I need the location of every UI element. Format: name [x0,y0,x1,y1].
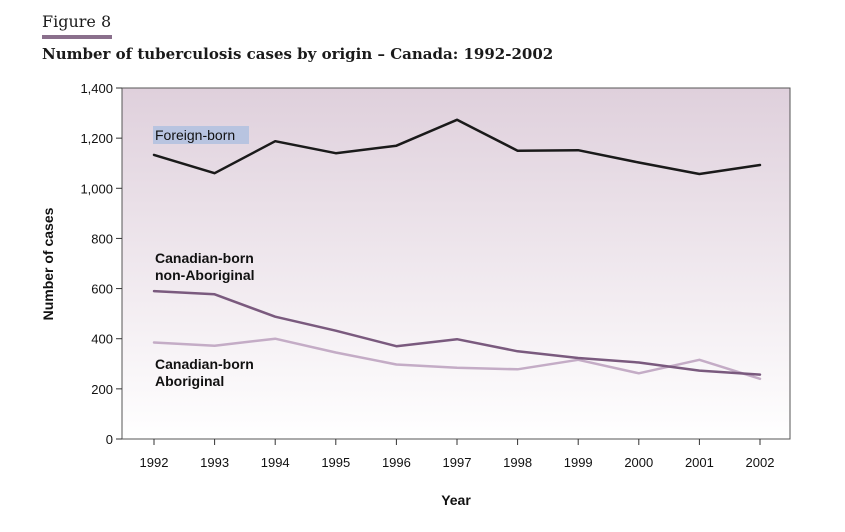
y-tick-label: 1,000 [80,181,113,196]
figure-title: Number of tuberculosis cases by origin –… [42,45,554,63]
x-tick-label: 2000 [624,455,653,470]
x-tick-label: 1992 [140,455,169,470]
x-tick-label: 1996 [382,455,411,470]
series-line-foreign-born [152,118,762,176]
series-line-canadian-born-aboriginal [152,337,762,381]
x-tick-label: 2002 [746,455,775,470]
x-tick-label: 2001 [685,455,714,470]
y-tick-label: 800 [91,231,113,246]
figure-label: Figure 8 [42,12,112,31]
x-tick-label: 1993 [200,455,229,470]
plot-area [121,87,791,440]
x-tick-label: 1994 [261,455,290,470]
series-label-aboriginal-line1: Canadian-born [155,356,254,372]
foreign-born-label-highlight [153,126,249,144]
series-line-canadian-born-non-aboriginal [152,289,762,376]
y-tick-label: 400 [91,332,113,347]
series-label-aboriginal-line2: Aboriginal [155,373,224,389]
series-label-foreign-born: Foreign-born [155,127,235,143]
y-tick-label: 1,400 [80,81,113,96]
x-tick-label: 1999 [564,455,593,470]
y-tick-label: 1,200 [80,131,113,146]
x-tick-label: 1998 [503,455,532,470]
series-label-non-aboriginal-line1: Canadian-born [155,250,254,266]
figure-label-underline [42,35,112,39]
x-tick-label: 1995 [321,455,350,470]
series-label-non-aboriginal-line2: non-Aboriginal [155,267,255,283]
y-tick-label: 600 [91,282,113,297]
y-tick-label: 200 [91,382,113,397]
y-tick-label: 0 [106,432,113,447]
x-axis-title: Year [441,492,471,508]
x-tick-label: 1997 [443,455,472,470]
y-axis-title: Number of cases [40,207,56,320]
